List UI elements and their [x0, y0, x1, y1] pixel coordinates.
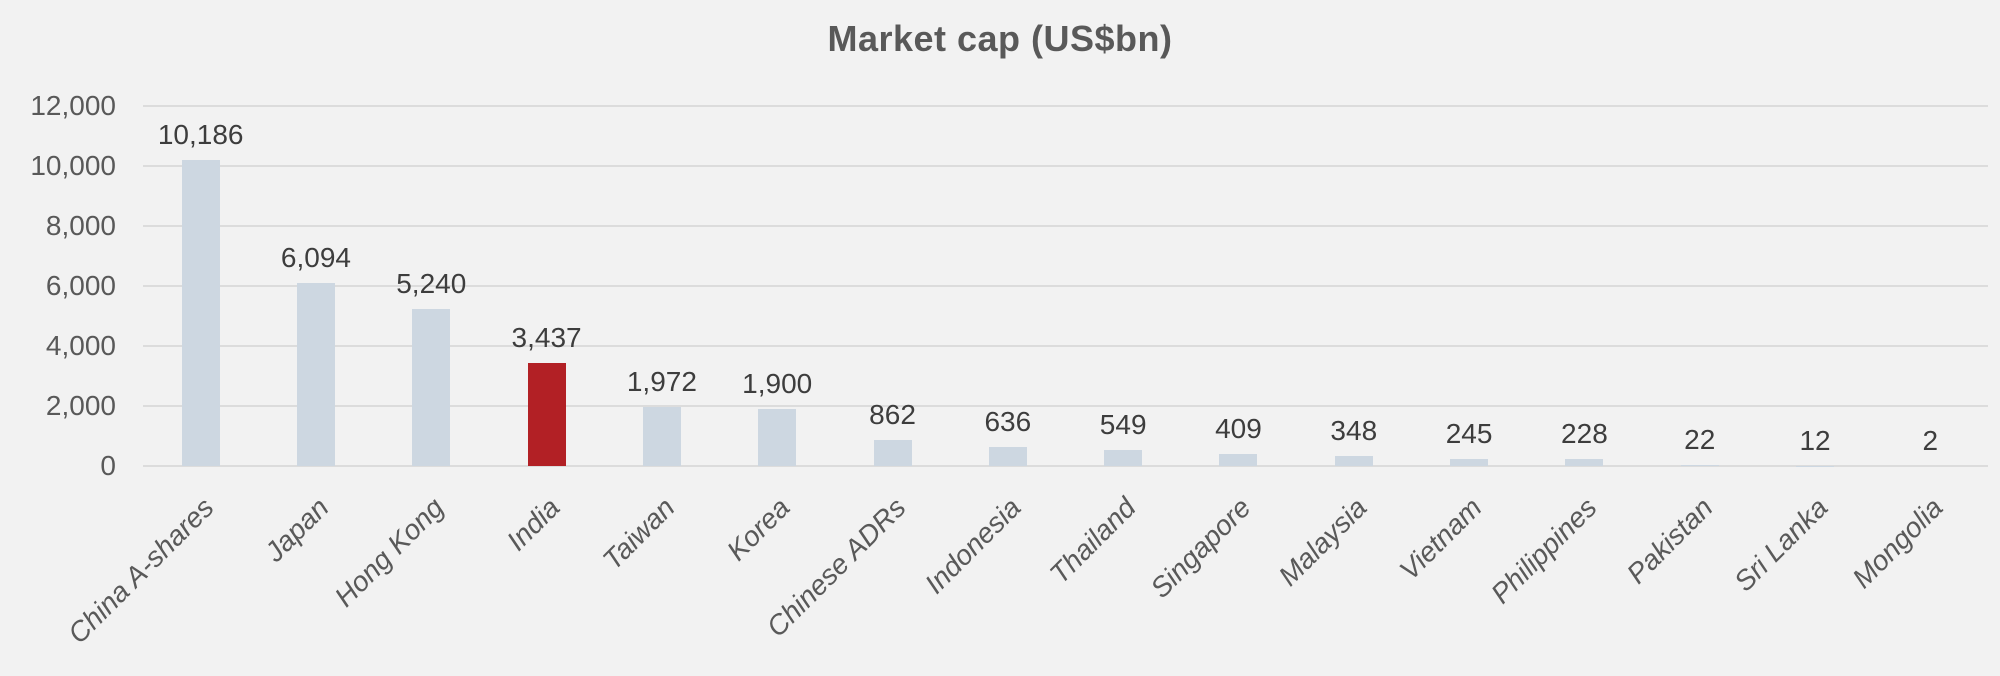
value-label-malaysia: 348 — [1330, 414, 1378, 446]
bar-hong-kong — [412, 308, 451, 466]
value-label-india: 3,437 — [511, 321, 582, 353]
chart-title: Market cap (US$bn) — [827, 18, 1173, 59]
bar-philippines — [1565, 459, 1604, 466]
value-label-thailand: 549 — [1099, 408, 1147, 440]
value-label-vietnam: 245 — [1445, 417, 1493, 449]
value-label-korea: 1,900 — [742, 368, 813, 399]
value-label-philippines: 228 — [1561, 418, 1608, 450]
value-label-chinese-adrs: 862 — [869, 399, 916, 431]
gridline-2000 — [143, 405, 1988, 407]
gridline-8000 — [143, 225, 1988, 227]
y-axis-tick-2000: 2,000 — [45, 390, 116, 421]
y-axis-tick-8000: 8,000 — [45, 210, 116, 241]
y-axis-tick-12000: 12,000 — [30, 90, 116, 121]
y-axis-tick-6000: 6,000 — [45, 270, 116, 301]
gridline-6000 — [143, 285, 1988, 287]
bar-pakistan — [1680, 465, 1719, 466]
bar-japan — [296, 283, 335, 466]
value-label-indonesia: 636 — [984, 405, 1032, 437]
gridline-10000 — [143, 165, 1988, 167]
gridline-0 — [143, 465, 1988, 467]
y-axis-tick-0: 0 — [100, 450, 116, 481]
bar-korea — [758, 409, 797, 466]
value-label-hong-kong: 5,240 — [396, 267, 467, 299]
value-label-sri-lanka: 12 — [1799, 424, 1831, 456]
value-label-mongolia: 2 — [1922, 424, 1939, 456]
gridline-12000 — [143, 105, 1988, 107]
bar-vietnam — [1450, 458, 1489, 466]
value-label-china-a-shares: 10,186 — [157, 119, 244, 151]
bar-malaysia — [1334, 455, 1373, 466]
gridline-4000 — [143, 345, 1988, 347]
value-label-taiwan: 1,972 — [626, 365, 697, 397]
value-label-japan: 6,094 — [280, 242, 351, 274]
y-axis-tick-4000: 4,000 — [45, 330, 116, 361]
y-axis-tick-10000: 10,000 — [30, 150, 116, 181]
value-label-singapore: 409 — [1215, 412, 1262, 444]
bar-india — [527, 362, 566, 466]
bar-thailand — [1104, 449, 1143, 466]
value-label-pakistan: 22 — [1684, 424, 1716, 456]
bar-china-a-shares — [181, 160, 220, 466]
bar-indonesia — [988, 446, 1027, 466]
bar-singapore — [1219, 453, 1258, 466]
bar-chinese-adrs — [873, 440, 912, 466]
bar-taiwan — [642, 406, 681, 466]
